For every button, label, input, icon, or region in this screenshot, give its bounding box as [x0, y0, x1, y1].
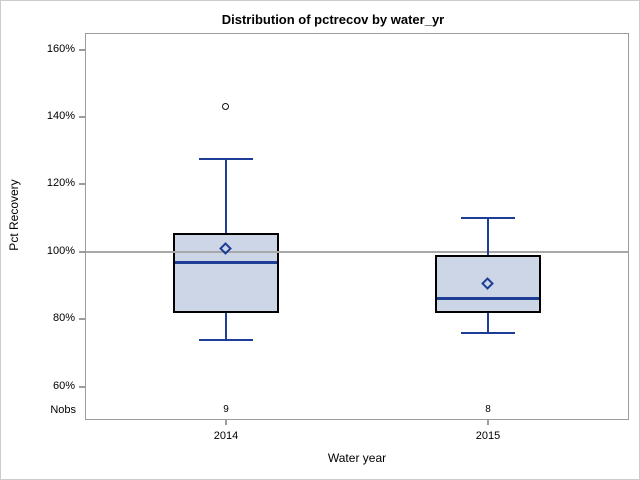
nobs-value: 9	[223, 404, 229, 415]
y-tick-mark	[79, 116, 85, 118]
nobs-row-label: Nobs	[50, 404, 76, 416]
whisker-cap-top-2015	[461, 217, 515, 220]
chart-title: Distribution of pctrecov by water_yr	[221, 12, 445, 27]
x-tick-label: 2015	[475, 430, 501, 442]
reference-line-100pct	[86, 250, 628, 253]
outlier-point-2014	[222, 102, 229, 110]
plot-area	[85, 33, 629, 420]
whisker-stem-top-2014	[225, 159, 227, 234]
iqr-box-2015	[435, 255, 541, 313]
whisker-cap-bottom-2014	[199, 338, 253, 341]
whisker-cap-top-2014	[199, 158, 253, 161]
y-tick-label: 140%	[46, 110, 75, 122]
y-tick-mark	[79, 318, 85, 321]
iqr-box-2014	[173, 233, 279, 313]
nobs-value: 8	[485, 404, 491, 415]
y-tick-label: 60%	[52, 379, 75, 392]
y-tick-label: 160%	[46, 42, 75, 55]
whisker-cap-bottom-2015	[461, 331, 515, 334]
whisker-stem-bottom-2014	[225, 312, 227, 340]
x-tick-mark	[487, 420, 489, 425]
x-tick-mark	[225, 420, 227, 425]
y-tick-mark	[79, 48, 85, 51]
y-tick-label: 80%	[52, 312, 75, 325]
y-axis-title: Pct Recovery	[7, 179, 21, 251]
y-tick-mark	[79, 385, 85, 388]
whisker-stem-top-2015	[487, 218, 489, 256]
whisker-stem-bottom-2015	[487, 312, 489, 333]
x-tick-label: 2014	[213, 430, 239, 442]
x-axis-title: Water year	[327, 451, 387, 465]
y-tick-label: 120%	[46, 177, 75, 190]
y-tick-label: 100%	[46, 244, 75, 257]
y-tick-mark	[79, 250, 85, 253]
median-line-2015	[437, 296, 539, 300]
median-line-2014	[175, 261, 277, 265]
y-tick-mark	[79, 183, 85, 186]
